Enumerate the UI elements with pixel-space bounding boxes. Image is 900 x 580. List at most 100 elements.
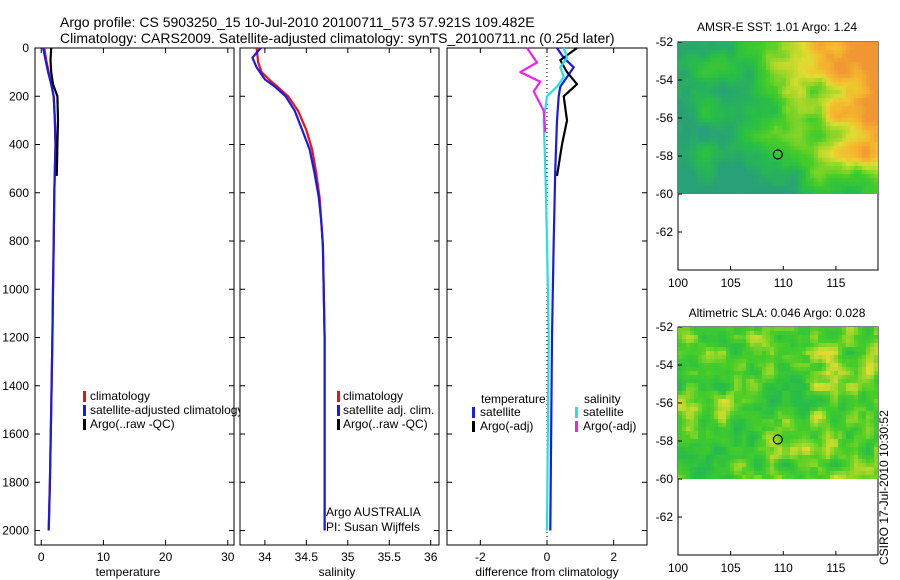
map-cell (854, 62, 858, 66)
map-cell (690, 150, 694, 154)
map-cell (854, 339, 858, 343)
map-cell (742, 339, 746, 343)
map-cell (754, 335, 758, 339)
map-cell (794, 158, 798, 162)
map-cell (774, 94, 778, 98)
map-cell (858, 475, 862, 479)
map-cell (770, 447, 774, 451)
map-cell (866, 467, 870, 471)
map-cell (858, 347, 862, 351)
map-cell (734, 146, 738, 150)
map-cell (806, 463, 810, 467)
map-cell (846, 162, 850, 166)
map-cell (678, 335, 682, 339)
map-cell (734, 166, 738, 170)
map-cell (818, 403, 822, 407)
map-cell (678, 126, 682, 130)
map-cell (694, 178, 698, 182)
map-cell (730, 130, 734, 134)
map-cell (722, 407, 726, 411)
legend-label: Argo(-adj) (583, 419, 636, 433)
map-cell (874, 154, 878, 158)
map-cell (766, 427, 770, 431)
map-cell (862, 142, 866, 146)
map-cell (830, 399, 834, 403)
map-cell (698, 359, 702, 363)
map-cell (806, 351, 810, 355)
map-cell (678, 351, 682, 355)
map-cell (818, 407, 822, 411)
map-cell (710, 62, 714, 66)
map-cell (782, 174, 786, 178)
map-cell (698, 46, 702, 50)
map-cell (794, 114, 798, 118)
map-cell (754, 154, 758, 158)
map-cell (778, 98, 782, 102)
map-cell (706, 134, 710, 138)
map-cell (842, 50, 846, 54)
map-cell (694, 467, 698, 471)
map-cell (874, 146, 878, 150)
map-cell (766, 463, 770, 467)
map-cell (698, 98, 702, 102)
map-cell (822, 130, 826, 134)
map-cell (722, 451, 726, 455)
map-cell (714, 427, 718, 431)
map-cell (738, 186, 742, 190)
map-cell (794, 98, 798, 102)
map-cell (794, 66, 798, 70)
map-cell (798, 174, 802, 178)
map-cell (846, 126, 850, 130)
map-cell (842, 367, 846, 371)
map-cell (834, 399, 838, 403)
map-cell (818, 66, 822, 70)
map-cell (822, 74, 826, 78)
map-cell (850, 359, 854, 363)
map-cell (850, 162, 854, 166)
pi-label: PI: Susan Wijffels (326, 520, 420, 534)
map-cell (722, 90, 726, 94)
map-cell (734, 118, 738, 122)
map-cell (690, 455, 694, 459)
map-cell (686, 66, 690, 70)
map-cell (754, 355, 758, 359)
map-cell (722, 455, 726, 459)
map-cell (870, 379, 874, 383)
map-cell (766, 174, 770, 178)
map-cell (754, 158, 758, 162)
map-cell (814, 463, 818, 467)
map-cell (854, 379, 858, 383)
map-cell (774, 411, 778, 415)
map-cell (718, 162, 722, 166)
map-cell (782, 86, 786, 90)
map-cell (766, 379, 770, 383)
map-cell (834, 467, 838, 471)
temperature-frame (34, 47, 235, 546)
map-cell (694, 387, 698, 391)
map-cell (822, 138, 826, 142)
map-cell (694, 407, 698, 411)
map-cell (782, 383, 786, 387)
map-cell (718, 399, 722, 403)
map-cell (846, 90, 850, 94)
map-cell (770, 419, 774, 423)
map-cell (746, 150, 750, 154)
map-cell (814, 387, 818, 391)
map-cell (862, 463, 866, 467)
map-cell (726, 182, 730, 186)
map-cell (774, 114, 778, 118)
map-cell (858, 355, 862, 359)
map-cell (826, 186, 830, 190)
map-cell (854, 451, 858, 455)
map-cell (710, 126, 714, 130)
map-cell (766, 154, 770, 158)
map-cell (810, 375, 814, 379)
map-cell (738, 435, 742, 439)
map-cell (702, 162, 706, 166)
map-cell (766, 391, 770, 395)
map-cell (758, 110, 762, 114)
map-cell (862, 54, 866, 58)
map-cell (766, 407, 770, 411)
map-cell (746, 359, 750, 363)
map-cell (706, 86, 710, 90)
